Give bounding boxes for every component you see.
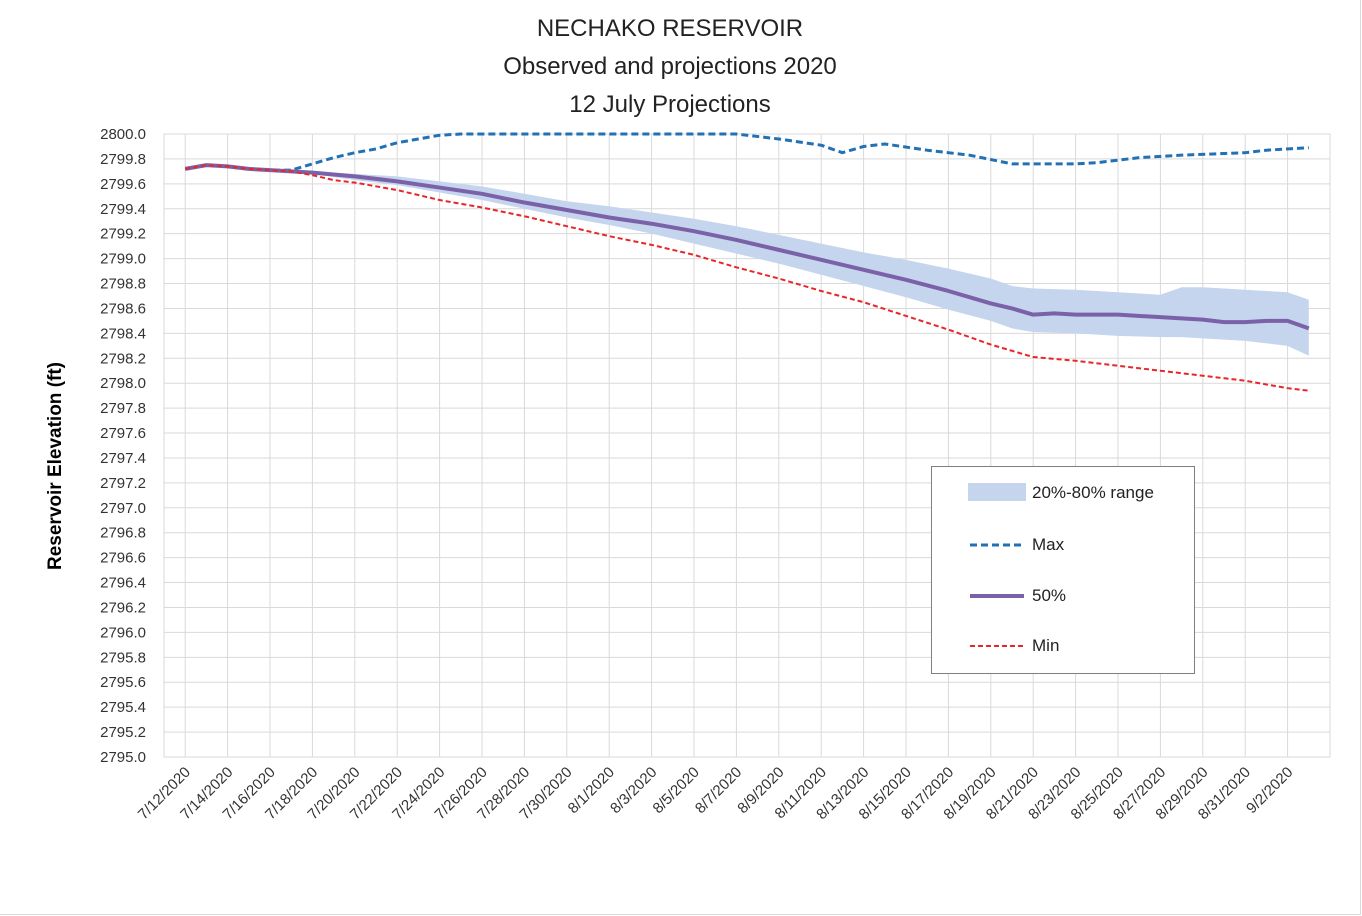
legend-swatch-min [968, 634, 1026, 658]
y-tick-label: 2796.0 [100, 624, 146, 641]
y-tick-labels: 2795.0 2795.2 2795.4 2795.6 2795.8 2796.0 2796… [100, 126, 146, 766]
y-tick-label: 2799.2 [100, 226, 146, 243]
y-tick-label: 2795.6 [100, 674, 146, 691]
x-tick-labels: 7/12/20207/14/20207/16/20207/18/20207/20… [135, 764, 1297, 823]
legend-swatch-range [968, 481, 1026, 505]
legend-swatch-50 [968, 584, 1026, 608]
y-tick-label: 2798.2 [100, 350, 146, 367]
y-tick-label: 2798.6 [100, 300, 146, 317]
grid-lines [163, 133, 1331, 758]
y-tick-label: 2795.8 [100, 649, 146, 666]
y-tick-label: 2797.6 [100, 425, 146, 442]
legend-item-min: Min [968, 634, 1059, 658]
legend-item-50: 50% [968, 584, 1066, 608]
y-tick-label: 2799.0 [100, 251, 146, 268]
y-tick-label: 2799.8 [100, 151, 146, 168]
y-tick-label: 2796.6 [100, 550, 146, 567]
legend-label-50: 50% [1032, 586, 1067, 605]
chart-title: NECHAKO RESERVOIR [536, 15, 804, 42]
series-line-max [184, 132, 1309, 172]
legend-label-max: Max [1032, 535, 1065, 554]
y-tick-label: 2797.4 [100, 450, 146, 467]
y-tick-label: 2796.4 [100, 575, 146, 592]
y-tick-label: 2795.4 [100, 699, 146, 716]
y-tick-label: 2799.4 [100, 201, 146, 218]
legend-label-range: 20%-80% range [1032, 483, 1154, 502]
series-line-min [185, 164, 1309, 392]
legend-swatch-max [968, 533, 1026, 557]
y-tick-label: 2798.8 [100, 276, 146, 293]
y-tick-label: 2800.0 [100, 126, 146, 143]
y-tick-label: 2797.2 [100, 475, 146, 492]
legend-item-range: 20%-80% range [968, 481, 1154, 505]
series-line-50 [184, 163, 1310, 331]
chart-titles: NECHAKO RESERVOIR Observed and projectio… [0, 10, 1340, 124]
legend: 20%-80% range Max 50% Min [931, 466, 1195, 674]
y-tick-label: 2798.4 [100, 325, 146, 342]
chart-subtitle-1: Observed and projections 2020 [503, 53, 837, 80]
y-tick-label: 2795.0 [100, 749, 146, 766]
legend-item-max: Max [968, 533, 1064, 557]
legend-label-min: Min [1032, 636, 1060, 655]
chart-subtitle-2: 12 July Projections [569, 91, 771, 118]
y-tick-label: 2795.2 [100, 724, 146, 741]
y-tick-label: 2798.0 [100, 375, 146, 392]
band-20-80-range [291, 170, 1309, 356]
y-tick-label: 2797.0 [100, 500, 146, 517]
y-tick-label: 2797.8 [100, 400, 146, 417]
x-tick-label: 9/2/2020 [1243, 764, 1296, 817]
y-tick-label: 2796.2 [100, 599, 146, 616]
y-tick-label: 2796.8 [100, 525, 146, 542]
y-tick-label: 2799.6 [100, 176, 146, 193]
